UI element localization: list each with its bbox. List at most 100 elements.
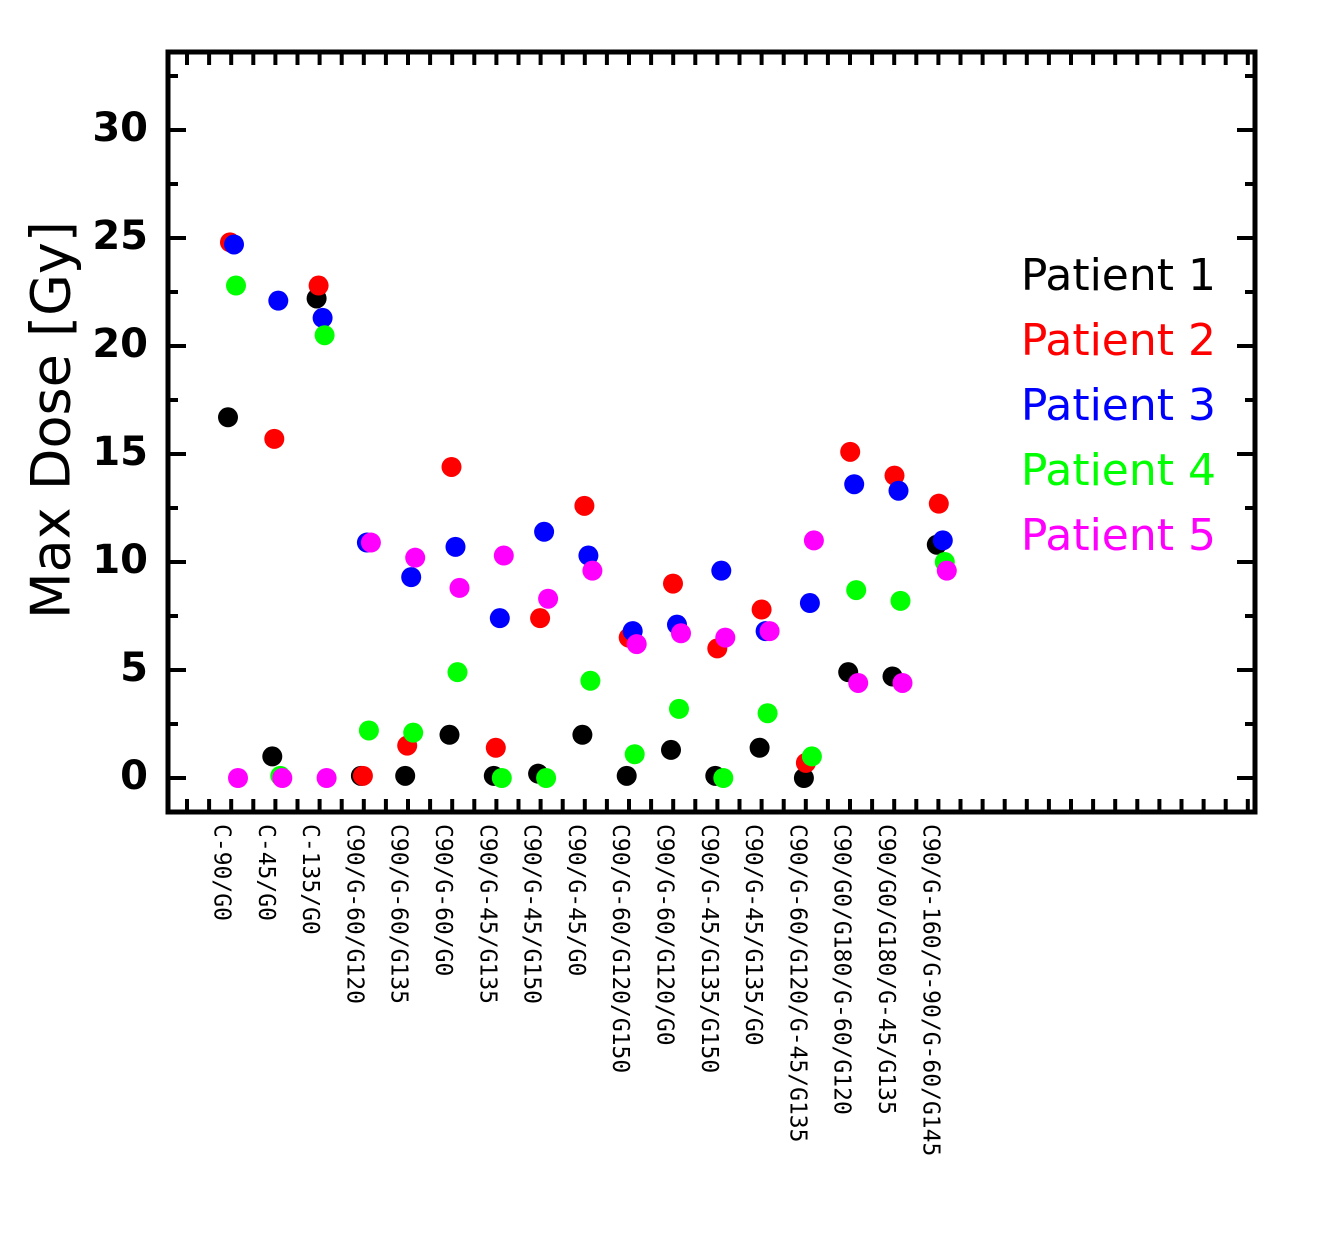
data-point-patient-2	[352, 765, 373, 786]
data-point-patient-2	[308, 275, 329, 296]
data-point-patient-1	[218, 407, 238, 428]
data-point-patient-5	[671, 623, 691, 644]
data-point-patient-4	[226, 275, 246, 296]
data-point-patient-5	[892, 672, 913, 693]
legend-entry-patient-5: Patient 5	[1021, 510, 1216, 561]
tick-marks	[168, 52, 1255, 812]
legend-entry-patient-2: Patient 2	[1021, 315, 1216, 366]
data-point-patient-1	[395, 765, 416, 786]
x-category-label: C90/G0/G180/G-45/G135	[873, 824, 899, 1115]
data-point-patient-3	[799, 593, 820, 614]
data-point-patient-4	[890, 590, 911, 611]
x-category-label: C-135/G0	[297, 824, 323, 935]
x-category-label: C90/G-45/G150	[519, 824, 545, 1004]
data-point-patient-1	[262, 746, 283, 767]
legend: Patient 1 Patient 2 Patient 3 Patient 4 Pati…	[1021, 250, 1216, 561]
data-point-patient-3	[268, 290, 289, 311]
data-point-patient-4	[846, 580, 867, 601]
data-point-patient-5	[360, 532, 381, 553]
x-category-label: C90/G-60/G120	[341, 824, 367, 1004]
data-point-patient-2	[485, 737, 506, 758]
data-points	[218, 232, 957, 788]
y-tick-label: 5	[120, 645, 148, 691]
x-category-label: C90/G-45/G135	[474, 824, 500, 1004]
data-point-patient-1	[439, 724, 460, 745]
data-point-patient-4	[669, 698, 689, 719]
y-tick-label: 30	[92, 105, 148, 151]
data-point-patient-5	[493, 545, 514, 566]
x-category-label: C90/G-60/G120/G0	[652, 824, 678, 1046]
legend-entry-patient-1: Patient 1	[1021, 250, 1216, 301]
data-point-patient-2	[264, 428, 285, 449]
data-point-patient-5	[582, 560, 603, 581]
x-category-label: C90/G-60/G120/G-45/G135	[784, 824, 810, 1143]
data-point-patient-5	[848, 672, 869, 693]
y-tick-label: 10	[92, 537, 148, 583]
data-point-patient-2	[574, 495, 595, 516]
x-category-label: C90/G-60/G0	[430, 824, 456, 976]
data-point-patient-3	[401, 567, 422, 588]
data-point-patient-2	[663, 573, 683, 594]
data-point-patient-5	[316, 768, 337, 788]
data-point-patient-4	[757, 703, 778, 724]
data-point-patient-2	[751, 599, 772, 620]
legend-entry-patient-4: Patient 4	[1021, 445, 1216, 496]
x-category-label: C90/G-60/G135	[386, 824, 412, 1004]
x-category-label: C-90/G0	[209, 824, 235, 921]
data-point-patient-5	[538, 588, 559, 609]
data-point-patient-1	[661, 739, 681, 760]
data-point-patient-3	[932, 530, 953, 551]
data-point-patient-1	[793, 768, 814, 788]
data-point-patient-2	[840, 441, 861, 462]
data-point-patient-3	[445, 536, 466, 557]
data-point-patient-4	[536, 768, 557, 788]
data-point-patient-4	[624, 744, 645, 765]
data-point-patient-5	[228, 768, 248, 788]
data-point-patient-1	[749, 737, 770, 758]
data-point-patient-4	[801, 746, 822, 767]
data-point-patient-2	[530, 608, 551, 629]
data-point-patient-3	[844, 474, 865, 495]
data-point-patient-3	[578, 545, 599, 566]
x-category-labels: C-90/G0 C-45/G0 C-135/G0 C90/G-60/G120 C90/G…	[209, 824, 944, 1156]
data-point-patient-4	[713, 768, 734, 788]
x-category-label: C-45/G0	[253, 824, 279, 921]
x-category-label: C90/G-45/G0	[563, 824, 589, 976]
data-point-patient-4	[314, 325, 335, 346]
data-point-patient-3	[711, 560, 732, 581]
y-axis-title: Max Dose [Gy]	[20, 221, 83, 619]
x-category-label: C90/G-160/G-90/G-60/G145	[917, 824, 943, 1156]
plot-frame	[165, 49, 1258, 815]
data-point-patient-4	[358, 720, 379, 741]
data-point-patient-4	[403, 722, 424, 743]
y-tick-label: 20	[92, 321, 148, 367]
data-point-patient-5	[803, 530, 824, 551]
data-point-patient-3	[489, 608, 510, 629]
y-tick-label: 0	[120, 753, 148, 799]
y-tick-labels: 0 5 10 15 20 25 30	[92, 105, 148, 799]
y-tick-label: 25	[92, 213, 148, 259]
data-point-patient-4	[447, 662, 468, 683]
data-point-patient-3	[888, 480, 909, 501]
y-tick-label: 15	[92, 429, 148, 475]
x-category-label: C90/G-60/G120/G150	[607, 824, 633, 1073]
data-point-patient-5	[715, 627, 736, 648]
data-point-patient-4	[491, 768, 512, 788]
data-point-patient-1	[616, 765, 637, 786]
data-point-patient-5	[272, 768, 293, 788]
data-point-patient-2	[441, 456, 462, 477]
data-point-patient-2	[884, 465, 905, 486]
data-point-patient-5	[759, 621, 780, 642]
data-point-patient-5	[626, 634, 647, 655]
data-point-patient-3	[224, 234, 244, 255]
legend-entry-patient-3: Patient 3	[1021, 380, 1216, 431]
x-category-label: C90/G0/G180/G-60/G120	[829, 824, 855, 1115]
data-point-patient-2	[928, 493, 949, 514]
data-point-patient-3	[312, 307, 333, 328]
data-point-patient-3	[534, 521, 555, 542]
data-point-patient-5	[449, 577, 470, 598]
data-point-patient-1	[572, 724, 593, 745]
data-point-patient-4	[580, 670, 601, 691]
data-point-patient-5	[936, 560, 957, 581]
